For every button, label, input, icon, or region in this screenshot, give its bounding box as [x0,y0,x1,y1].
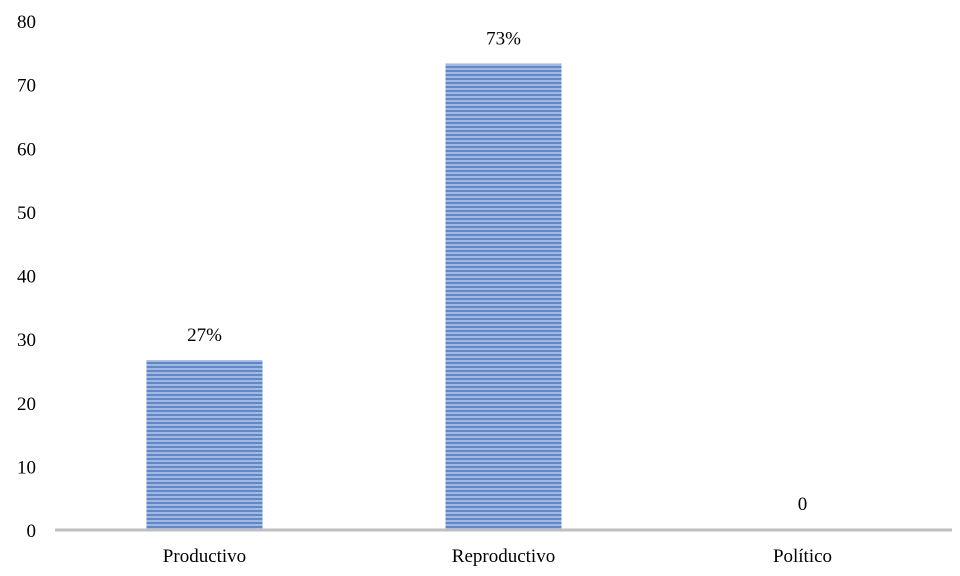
data-label-0: 27% [187,325,222,346]
y-tick-label-3: 30 [17,330,36,351]
y-tick-label-7: 70 [17,76,36,97]
x-tick-label-1: Reproductivo [452,546,555,567]
x-tick-label-2: Político [773,546,832,567]
y-tick-label-8: 80 [17,12,36,33]
y-tick-label-1: 10 [17,457,36,478]
bars [146,63,562,530]
data-label-1: 73% [486,29,521,50]
y-tick-label-5: 50 [17,203,36,224]
x-axis-labels: Productivo Reproductivo Político [163,546,832,567]
y-tick-label-2: 20 [17,394,36,415]
y-axis-ticks: 0 10 20 30 40 50 60 70 80 [17,12,36,542]
y-tick-label-6: 60 [17,139,36,160]
data-labels: 27% 73% 0 [187,29,807,515]
bar-reproductivo [445,63,562,530]
bar-productivo [146,360,263,530]
x-tick-label-0: Productivo [163,546,246,567]
y-tick-label-0: 0 [27,521,37,542]
data-label-2: 0 [798,494,808,515]
y-tick-label-4: 40 [17,267,36,288]
